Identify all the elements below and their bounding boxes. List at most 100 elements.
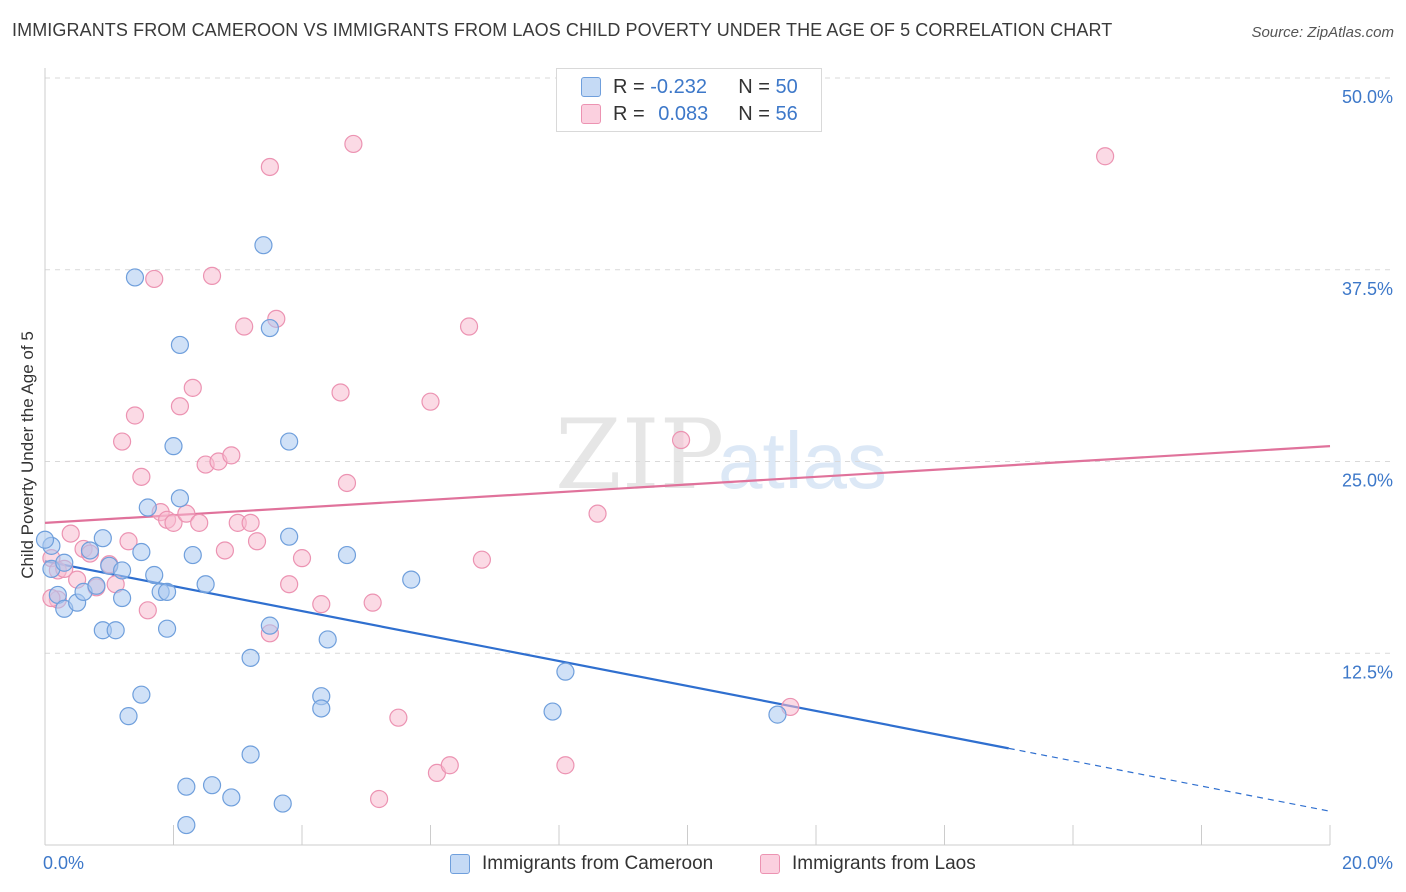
cameroon-point <box>241 745 260 764</box>
cameroon-trendline <box>44 560 1009 750</box>
laos-point <box>588 504 607 523</box>
laos-point <box>183 378 202 397</box>
laos-point <box>312 595 331 614</box>
laos-point <box>132 467 151 486</box>
series-legend-laos: Immigrants from Laos <box>760 852 976 876</box>
cameroon-point <box>312 699 331 718</box>
laos-point <box>344 134 363 154</box>
cameroon-swatch <box>581 77 601 97</box>
grid-lines <box>45 77 1390 654</box>
laos-point <box>440 756 459 775</box>
cameroon-point <box>170 489 190 508</box>
laos-point <box>472 550 491 569</box>
laos-point <box>1096 147 1115 166</box>
cameroon-point <box>55 553 74 572</box>
cameroon-point <box>132 685 151 704</box>
legend-row-laos: R = 0.083 N = 56 <box>581 101 798 127</box>
y-axis-label: Child Poverty Under the Age of 5 <box>18 331 37 579</box>
laos-point <box>370 789 389 809</box>
cameroon-point <box>768 705 787 724</box>
cameroon-point <box>164 437 183 456</box>
cameroon-point <box>222 788 241 807</box>
cameroon-point <box>260 616 279 635</box>
laos-point <box>138 601 157 620</box>
cameroon-point <box>35 530 55 549</box>
laos-point <box>235 317 254 336</box>
laos-point <box>119 532 138 551</box>
cameroon-n-label: N = <box>738 75 770 98</box>
laos-point <box>190 513 209 532</box>
laos-point <box>170 397 190 416</box>
laos-point <box>61 524 80 543</box>
cameroon-point <box>119 707 138 726</box>
cameroon-point <box>177 777 196 796</box>
laos-swatch <box>581 104 601 124</box>
axes <box>44 68 1331 846</box>
laos-point <box>389 708 408 727</box>
cameroon-point <box>556 662 575 681</box>
x-tick-label: 20.0% <box>1342 853 1393 873</box>
cameroon-point <box>260 318 279 338</box>
laos-legend-label: Immigrants from Laos <box>792 853 976 874</box>
cameroon-point <box>402 570 421 589</box>
laos-point <box>215 541 234 560</box>
tick-labels: 50.0% 37.5% 25.0% 12.5% 0.0% 20.0% <box>43 87 1393 873</box>
cameroon-point <box>170 335 190 355</box>
cameroon-point <box>280 432 299 451</box>
cameroon-point <box>157 619 177 638</box>
x-tick-label: 0.0% <box>43 853 84 873</box>
cameroon-point <box>80 541 100 560</box>
laos-n-label: N = <box>738 102 770 125</box>
laos-n-value: 56 <box>775 102 798 125</box>
laos-point <box>177 504 196 523</box>
laos-point <box>280 575 299 594</box>
cameroon-point <box>132 542 151 562</box>
laos-point <box>202 266 222 285</box>
cameroon-point <box>196 575 215 594</box>
chart-title: IMMIGRANTS FROM CAMEROON VS IMMIGRANTS F… <box>12 20 1113 40</box>
zipatlas-watermark: ZIP atlas <box>555 399 887 511</box>
y-tick-label: 25.0% <box>1342 471 1393 491</box>
data-points <box>35 134 1115 835</box>
cameroon-point <box>337 545 357 565</box>
cameroon-n-value: 50 <box>775 75 798 98</box>
laos-point <box>459 317 479 336</box>
laos-legend-swatch <box>760 854 780 874</box>
laos-trendline <box>44 445 1331 524</box>
laos-point <box>421 392 440 411</box>
cameroon-point <box>145 565 164 585</box>
laos-point <box>556 756 575 775</box>
cameroon-point <box>254 236 273 255</box>
cameroon-point <box>273 794 292 813</box>
laos-point <box>125 406 145 425</box>
laos-point <box>363 593 382 612</box>
cameroon-r-value: -0.232 <box>650 75 707 98</box>
laos-point <box>292 549 312 568</box>
y-tick-label: 50.0% <box>1342 87 1393 107</box>
cameroon-point <box>280 527 299 546</box>
cameroon-point <box>87 576 106 595</box>
cameroon-point <box>93 529 112 548</box>
laos-point <box>337 473 357 493</box>
cameroon-point <box>106 621 125 640</box>
cameroon-point <box>241 648 260 667</box>
laos-point <box>247 532 267 551</box>
laos-point <box>671 430 691 450</box>
laos-point <box>222 446 241 465</box>
cameroon-legend-swatch <box>450 854 470 874</box>
cameroon-point <box>112 588 132 608</box>
laos-point <box>145 269 164 289</box>
laos-point <box>331 383 350 402</box>
watermark-atlas: atlas <box>718 416 887 505</box>
cameroon-point <box>157 582 177 601</box>
cameroon-trendline-extrapolated <box>1008 747 1331 812</box>
y-tick-label: 37.5% <box>1342 279 1393 299</box>
cameroon-r-label: R = <box>613 75 645 98</box>
laos-point <box>241 513 260 532</box>
cameroon-point <box>318 630 337 649</box>
cameroon-point <box>125 268 145 287</box>
legend-row-cameroon: R = -0.232 N = 50 <box>581 74 798 100</box>
cameroon-point <box>177 815 196 835</box>
laos-r-value: 0.083 <box>658 102 709 125</box>
